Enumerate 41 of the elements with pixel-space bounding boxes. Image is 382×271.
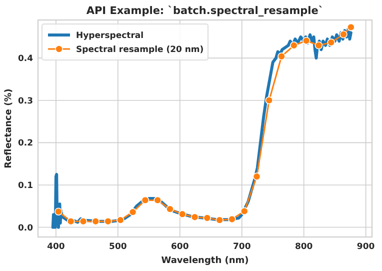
x-tick-label: 700	[232, 242, 251, 252]
y-tick-label: 0.3	[18, 96, 34, 106]
y-tick-label: 0.1	[18, 180, 34, 191]
x-axis-title: Wavelength (nm)	[161, 256, 249, 266]
legend-label: Hyperspectral	[76, 31, 144, 41]
x-tick-label: 400	[47, 242, 65, 252]
point	[216, 216, 224, 224]
point	[302, 36, 310, 45]
point	[265, 96, 274, 104]
point	[340, 30, 348, 38]
point	[66, 217, 75, 226]
point	[240, 207, 248, 216]
point	[314, 41, 323, 50]
point	[79, 217, 88, 226]
y-tick-label: 0.0	[18, 223, 34, 234]
point	[290, 41, 298, 50]
point	[278, 52, 286, 60]
point	[228, 215, 236, 224]
point	[166, 205, 174, 213]
point	[128, 208, 137, 216]
legend-label: Spectral resample (20 nm)	[76, 45, 204, 55]
point	[347, 23, 355, 32]
point	[252, 172, 261, 180]
x-tick-label: 900	[356, 242, 375, 252]
y-axis-title: Reflectance (%)	[4, 88, 14, 168]
x-tick-label: 800	[294, 242, 313, 252]
point	[104, 217, 112, 226]
point	[154, 196, 162, 204]
point	[203, 214, 212, 222]
point	[141, 196, 150, 204]
point	[178, 210, 186, 218]
x-tick-label: 500	[109, 242, 127, 252]
x-tick-label: 600	[171, 242, 189, 252]
point	[92, 217, 100, 226]
point	[54, 208, 62, 216]
chart-title: API Example: `batch.spectral_resample`	[86, 5, 324, 17]
point	[327, 38, 335, 46]
point	[190, 213, 199, 222]
y-tick-label: 0.2	[18, 138, 34, 149]
point	[116, 216, 124, 224]
y-tick-label: 0.4	[18, 54, 34, 64]
